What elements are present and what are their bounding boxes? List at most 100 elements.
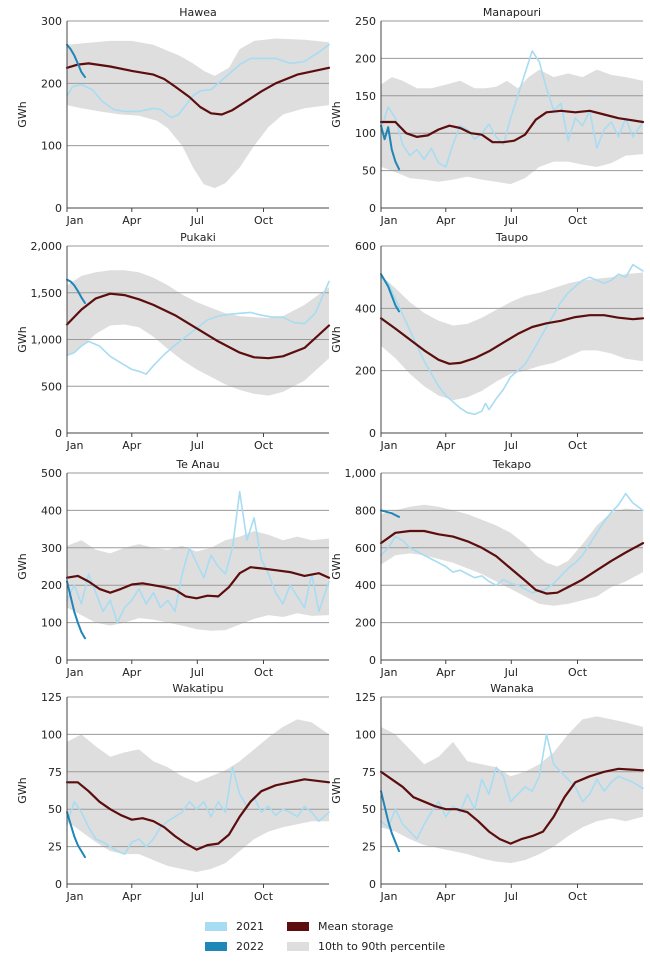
legend-swatch-2021 bbox=[205, 922, 227, 931]
mean-storage-line-taupo bbox=[379, 314, 645, 365]
x-tick-label-te-anau-jan: Jan bbox=[66, 666, 84, 679]
x-tick-label-pukaki-jul: Jul bbox=[190, 439, 204, 452]
x-tick-label-tekapo-jan: Jan bbox=[380, 666, 398, 679]
mean-storage-line-wanaka bbox=[379, 767, 645, 845]
panel-taupo: Taupo 0 200 400 600 GWh Jan Apr Jul Oct bbox=[330, 231, 645, 452]
y-tick-label-manapouri-3: 150 bbox=[355, 90, 376, 103]
y-tick-label-te-anau-0: 0 bbox=[55, 654, 62, 667]
y-tick-label-pukaki-1: 500 bbox=[41, 380, 62, 393]
y-tick-label-wakatipu-5: 125 bbox=[41, 691, 62, 704]
x-tick-label-tekapo-oct: Oct bbox=[568, 666, 588, 679]
y-tick-label-tekapo-2: 400 bbox=[355, 579, 376, 592]
legend-item-2022: 2022 bbox=[205, 940, 264, 953]
percentile-band-wakatipu bbox=[67, 719, 329, 872]
panel-title-manapouri: Manapouri bbox=[483, 6, 541, 19]
panel-hawea: Hawea 0 100 200 300 GWh Jan Apr Jul Oct bbox=[16, 6, 331, 227]
x-tick-label-wakatipu-apr: Apr bbox=[122, 890, 142, 903]
panel-title-tekapo: Tekapo bbox=[492, 458, 532, 471]
y-tick-label-te-anau-1: 100 bbox=[41, 617, 62, 630]
legend: 2021 2022 Mean storage 10th to 90th perc… bbox=[205, 918, 505, 958]
legend-label-2022: 2022 bbox=[236, 940, 264, 953]
series-2021-line-wanaka bbox=[380, 733, 644, 840]
panel-title-pukaki: Pukaki bbox=[180, 231, 216, 244]
x-tick-label-manapouri-jul: Jul bbox=[504, 214, 518, 227]
series-2021-line-hawea bbox=[66, 43, 330, 119]
y-tick-label-pukaki-3: 1,500 bbox=[31, 287, 63, 300]
y-tick-label-pukaki-0: 0 bbox=[55, 427, 62, 440]
y-tick-label-taupo-3: 600 bbox=[355, 240, 376, 253]
series-2022-line-te-anau bbox=[66, 580, 86, 640]
panel-pukaki: Pukaki 0 500 1,000 1,500 2,000 GWh Jan Apr Jul Oct bbox=[16, 231, 331, 452]
panel-tekapo: Tekapo 0 200 400 600 800 1,000 GWh Jan Apr Jul Oct bbox=[330, 458, 645, 679]
x-tick-label-tekapo-apr: Apr bbox=[436, 666, 456, 679]
percentile-band-hawea bbox=[67, 38, 329, 189]
y-tick-label-wanaka-4: 100 bbox=[355, 728, 376, 741]
x-tick-label-taupo-oct: Oct bbox=[568, 439, 588, 452]
series-2022-line-tekapo bbox=[380, 509, 400, 518]
y-tick-label-wakatipu-0: 0 bbox=[55, 878, 62, 891]
legend-item-percentile-band: 10th to 90th percentile bbox=[287, 940, 445, 953]
x-tick-label-wakatipu-jul: Jul bbox=[190, 890, 204, 903]
x-tick-label-te-anau-jul: Jul bbox=[190, 666, 204, 679]
x-tick-label-wanaka-apr: Apr bbox=[436, 890, 456, 903]
panel-title-wanaka: Wanaka bbox=[490, 682, 534, 695]
y-tick-label-taupo-0: 0 bbox=[369, 427, 376, 440]
series-2021-line-taupo bbox=[380, 263, 644, 416]
legend-item-mean-storage: Mean storage bbox=[287, 920, 393, 933]
x-tick-label-pukaki-oct: Oct bbox=[254, 439, 274, 452]
panel-te-anau: Te Anau 0 100 200 300 400 500 GWh Jan Apr Jul Oct bbox=[16, 458, 331, 679]
y-tick-label-tekapo-4: 800 bbox=[355, 504, 376, 517]
y-tick-label-te-anau-2: 200 bbox=[41, 579, 62, 592]
y-axis-label-pukaki: GWh bbox=[16, 326, 29, 352]
x-tick-label-manapouri-oct: Oct bbox=[568, 214, 588, 227]
percentile-band-te-anau bbox=[67, 531, 329, 631]
legend-swatch-percentile-band bbox=[287, 942, 309, 951]
y-tick-label-te-anau-4: 400 bbox=[41, 504, 62, 517]
y-tick-label-wanaka-1: 25 bbox=[362, 841, 376, 854]
y-axis-label-hawea: GWh bbox=[16, 101, 29, 127]
series-2022-line-pukaki bbox=[66, 278, 86, 304]
x-tick-label-taupo-jan: Jan bbox=[380, 439, 398, 452]
mean-storage-line-wakatipu bbox=[65, 778, 331, 851]
panel-wakatipu: Wakatipu 0 25 50 75 100 125 GWh Jan Apr Jul Oct bbox=[16, 682, 331, 903]
y-tick-label-tekapo-0: 0 bbox=[369, 654, 376, 667]
y-tick-label-pukaki-2: 1,000 bbox=[31, 334, 63, 347]
x-tick-label-manapouri-apr: Apr bbox=[436, 214, 456, 227]
y-tick-label-te-anau-3: 300 bbox=[41, 542, 62, 555]
y-axis-label-tekapo: GWh bbox=[330, 553, 343, 579]
x-tick-label-wanaka-jul: Jul bbox=[504, 890, 518, 903]
y-tick-label-taupo-1: 200 bbox=[355, 365, 376, 378]
x-tick-label-taupo-jul: Jul bbox=[504, 439, 518, 452]
panel-title-hawea: Hawea bbox=[179, 6, 217, 19]
x-tick-label-te-anau-apr: Apr bbox=[122, 666, 142, 679]
y-tick-label-manapouri-0: 0 bbox=[369, 202, 376, 215]
mean-storage-line-manapouri bbox=[379, 109, 645, 144]
y-tick-label-hawea-2: 200 bbox=[41, 77, 62, 90]
panel-title-taupo: Taupo bbox=[495, 231, 529, 244]
x-tick-label-wakatipu-jan: Jan bbox=[66, 890, 84, 903]
y-tick-label-wakatipu-2: 50 bbox=[48, 803, 62, 816]
x-tick-label-hawea-jan: Jan bbox=[66, 214, 84, 227]
x-tick-label-wanaka-oct: Oct bbox=[568, 890, 588, 903]
mean-storage-line-te-anau bbox=[65, 566, 331, 600]
y-axis-label-wakatipu: GWh bbox=[16, 777, 29, 803]
percentile-band-tekapo bbox=[381, 504, 643, 606]
series-2021-line-pukaki bbox=[66, 280, 330, 375]
legend-label-2021: 2021 bbox=[236, 920, 264, 933]
panel-manapouri: Manapouri 0 50 100 150 200 250 GWh Jan Apr Jul Oct bbox=[330, 6, 645, 227]
percentile-band-pukaki bbox=[67, 270, 329, 396]
x-tick-label-hawea-oct: Oct bbox=[254, 214, 274, 227]
legend-label-mean-storage: Mean storage bbox=[318, 920, 394, 933]
legend-item-2021: 2021 bbox=[205, 920, 264, 933]
panel-title-te-anau: Te Anau bbox=[175, 458, 219, 471]
y-tick-label-hawea-3: 300 bbox=[41, 15, 62, 28]
mean-storage-line-hawea bbox=[65, 62, 331, 116]
series-2022-line-wanaka bbox=[380, 790, 400, 853]
x-tick-label-hawea-apr: Apr bbox=[122, 214, 142, 227]
y-tick-label-pukaki-4: 2,000 bbox=[31, 240, 63, 253]
x-tick-label-wanaka-jan: Jan bbox=[380, 890, 398, 903]
x-tick-label-wakatipu-oct: Oct bbox=[254, 890, 274, 903]
series-2022-line-taupo bbox=[380, 273, 400, 313]
mean-storage-line-tekapo bbox=[379, 529, 645, 595]
